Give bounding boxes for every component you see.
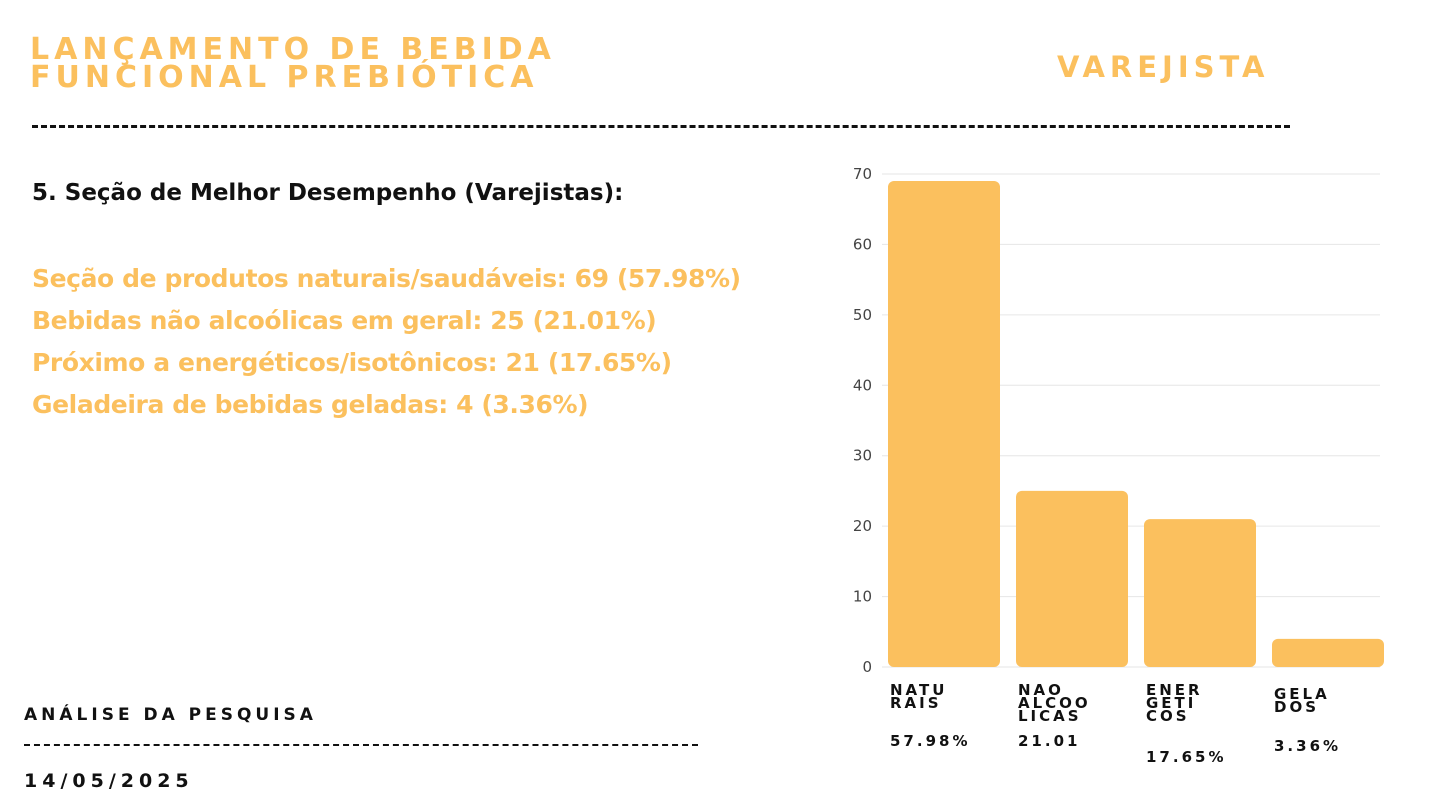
bar [888,181,1000,668]
y-tick-label: 60 [853,235,872,253]
y-tick-label: 10 [853,588,872,606]
y-tick-label: 30 [853,447,872,465]
page-title-line-1: LANÇAMENTO DE BEBIDA [30,32,556,67]
result-list: Seção de produtos naturais/saudáveis: 69… [32,258,741,426]
percent-label: 3.36% [1274,737,1342,755]
x-category-label: NATU RAIS [890,681,948,712]
footer-divider [24,744,698,746]
section-heading: 5. Seção de Melhor Desempenho (Varejista… [32,180,624,206]
bar-chart: 0 10 20 30 40 50 60 70 [853,165,1384,676]
x-category-label: ENER GETI COS [1146,681,1203,725]
page-title: LANÇAMENTO DE BEBIDA FUNCIONAL PREBIÓTIC… [30,32,556,95]
y-tick-label: 70 [853,165,872,183]
result-item-gelados: Geladeira de bebidas geladas: 4 (3.36%) [32,390,589,419]
x-category-label: NAO ALCOO LICAS [1018,681,1091,725]
bar [1144,519,1256,667]
y-tick-label: 20 [853,517,872,535]
result-item-nao-alcoolicas: Bebidas não alcoólicas em geral: 25 (21.… [32,306,657,335]
percent-label: 21.01 [1018,732,1081,750]
y-tick-label: 0 [862,658,872,676]
audience-tag: VAREJISTA [1057,50,1270,84]
y-tick-label: 40 [853,376,872,394]
y-tick-label: 50 [853,306,872,324]
result-item-energeticos: Próximo a energéticos/isotônicos: 21 (17… [32,348,672,377]
footer-label: ANÁLISE DA PESQUISA [24,705,317,725]
result-item-naturais: Seção de produtos naturais/saudáveis: 69… [32,264,741,293]
page-title-line-2: FUNCIONAL PREBIÓTICA [30,60,539,95]
top-divider [32,125,1290,128]
footer-date: 14/05/2025 [24,770,194,792]
bar [1272,638,1384,667]
bar [1016,490,1128,667]
x-category-label: GELA DOS [1274,685,1330,716]
percent-label: 17.65% [1146,748,1227,766]
percent-label: 57.98% [890,732,971,750]
